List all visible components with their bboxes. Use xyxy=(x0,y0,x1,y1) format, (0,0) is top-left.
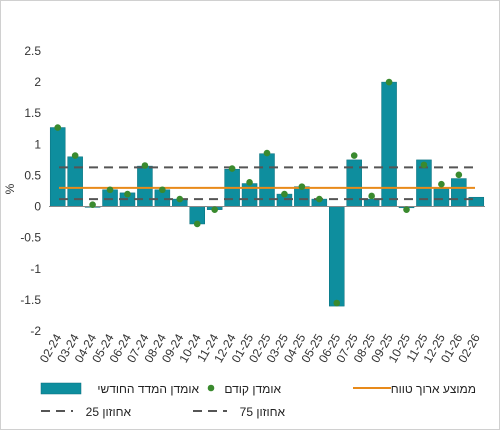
y-tick-label: 0 xyxy=(34,200,41,214)
data-point xyxy=(89,201,96,208)
bar xyxy=(137,165,153,207)
data-point xyxy=(228,165,236,172)
legend-label: אומדן קודם xyxy=(224,382,281,396)
y-tick-label: 0.5 xyxy=(24,168,41,182)
data-point xyxy=(350,152,358,159)
data-point xyxy=(54,124,62,131)
y-tick-label: -1.5 xyxy=(20,293,41,307)
bar xyxy=(433,188,450,207)
data-point xyxy=(263,149,271,157)
data-point xyxy=(176,195,184,203)
data-point xyxy=(211,206,218,213)
bar xyxy=(329,206,345,307)
data-point xyxy=(106,186,114,194)
data-point xyxy=(281,190,288,198)
y-tick-label: 2 xyxy=(34,75,41,89)
data-point xyxy=(246,178,253,186)
y-tick-label: -2 xyxy=(30,324,41,338)
plot-area: -2-1.5-1-0.500.511.522.502-2403-2404-240… xyxy=(20,44,485,365)
data-point xyxy=(438,180,445,188)
y-tick-label: 1.5 xyxy=(24,106,41,120)
data-point xyxy=(316,195,323,203)
data-point xyxy=(403,206,410,213)
data-point xyxy=(71,152,79,159)
bar xyxy=(363,198,380,207)
data-point xyxy=(368,192,375,200)
y-tick-label: 2.5 xyxy=(24,44,41,58)
legend-label: ממוצע ארוך טווח xyxy=(391,382,476,396)
data-point xyxy=(385,78,393,86)
legend: אומדן המדד החודשי אומדן קודם ממוצע ארוך טו… xyxy=(40,382,476,419)
data-point xyxy=(193,220,201,228)
y-tick-label: -0.5 xyxy=(20,231,41,245)
y-tick-label: -1 xyxy=(30,262,41,276)
legend-swatch-bar xyxy=(40,382,82,395)
legend-label: אחוזון 25 xyxy=(86,405,132,419)
data-point xyxy=(141,162,149,169)
data-point xyxy=(455,171,463,179)
y-axis-label: % xyxy=(3,183,17,194)
legend-label: אומדן המדד החודשי xyxy=(97,382,199,396)
data-point xyxy=(159,186,166,194)
data-point xyxy=(298,183,306,190)
y-tick-label: 1 xyxy=(34,137,41,151)
data-point xyxy=(124,190,131,198)
bar xyxy=(451,178,467,207)
data-point xyxy=(420,161,428,169)
legend-label: אחוזון 75 xyxy=(240,405,286,419)
legend-swatch-point xyxy=(207,384,215,392)
data-point xyxy=(333,299,341,307)
